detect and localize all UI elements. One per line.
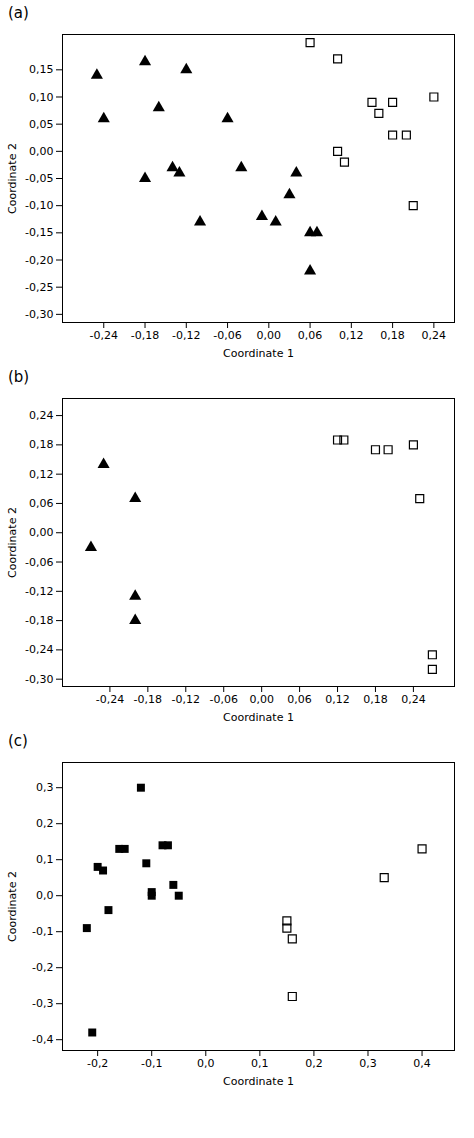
svg-text:0,15: 0,15 <box>29 63 54 76</box>
svg-text:-0,18: -0,18 <box>25 614 53 627</box>
svg-text:0,00: 0,00 <box>29 526 54 539</box>
svg-text:0,24: 0,24 <box>422 329 447 342</box>
svg-text:0,00: 0,00 <box>257 329 282 342</box>
svg-text:-0,1: -0,1 <box>141 1057 162 1070</box>
svg-text:0,24: 0,24 <box>29 409 54 422</box>
svg-text:-0,24: -0,24 <box>96 693 124 706</box>
html-text:(a): (a) <box>8 4 29 22</box>
svg-text:-0,15: -0,15 <box>25 226 53 239</box>
svg-text:Coordinate 2: Coordinate 2 <box>6 507 19 578</box>
svg-text:0,12: 0,12 <box>29 468 54 481</box>
svg-text:0,05: 0,05 <box>29 118 54 131</box>
svg-text:-0,18: -0,18 <box>131 329 159 342</box>
svg-text:-0,2: -0,2 <box>32 961 53 974</box>
svg-text:0,2: 0,2 <box>305 1057 323 1070</box>
svg-text:0,06: 0,06 <box>287 693 312 706</box>
svg-text:-0,12: -0,12 <box>172 693 200 706</box>
svg-text:-0,06: -0,06 <box>213 329 241 342</box>
svg-text:-0,30: -0,30 <box>25 308 53 321</box>
html-text:(c): (c) <box>8 732 28 750</box>
svg-text:-0,18: -0,18 <box>134 693 162 706</box>
svg-text:-0,3: -0,3 <box>32 997 53 1010</box>
svg-text:Coordinate 1: Coordinate 1 <box>223 1075 294 1088</box>
svg-text:0,4: 0,4 <box>413 1057 431 1070</box>
svg-text:-0,20: -0,20 <box>25 254 53 267</box>
svg-text:0,2: 0,2 <box>36 817 54 830</box>
svg-text:0,12: 0,12 <box>325 693 350 706</box>
svg-text:0,1: 0,1 <box>251 1057 269 1070</box>
html-text:(b): (b) <box>8 368 30 386</box>
svg-text:-0,25: -0,25 <box>25 281 53 294</box>
svg-text:-0,10: -0,10 <box>25 199 53 212</box>
svg-text:0,3: 0,3 <box>36 781 54 794</box>
svg-text:Coordinate 2: Coordinate 2 <box>6 871 19 942</box>
svg-text:0,24: 0,24 <box>401 693 426 706</box>
svg-text:-0,12: -0,12 <box>172 329 200 342</box>
svg-text:0,18: 0,18 <box>363 693 388 706</box>
svg-text:-0,24: -0,24 <box>25 643 53 656</box>
svg-text:-0,06: -0,06 <box>25 556 53 569</box>
svg-text:-0,06: -0,06 <box>209 693 237 706</box>
svg-text:0,06: 0,06 <box>29 497 54 510</box>
svg-text:Coordinate 1: Coordinate 1 <box>223 347 294 360</box>
svg-text:Coordinate 1: Coordinate 1 <box>223 711 294 724</box>
svg-text:0,18: 0,18 <box>29 438 54 451</box>
svg-text:-0,05: -0,05 <box>25 172 53 185</box>
svg-text:0,0: 0,0 <box>197 1057 215 1070</box>
svg-text:-0,1: -0,1 <box>32 925 53 938</box>
svg-text:Coordinate 2: Coordinate 2 <box>6 143 19 214</box>
svg-text:0,12: 0,12 <box>339 329 364 342</box>
svg-text:0,1: 0,1 <box>36 853 54 866</box>
svg-text:0,0: 0,0 <box>36 889 54 902</box>
svg-text:-0,12: -0,12 <box>25 585 53 598</box>
svg-text:0,00: 0,00 <box>249 693 274 706</box>
svg-text:-0,2: -0,2 <box>87 1057 108 1070</box>
svg-text:0,00: 0,00 <box>29 145 54 158</box>
svg-text:0,06: 0,06 <box>298 329 323 342</box>
svg-text:0,18: 0,18 <box>380 329 405 342</box>
svg-text:-0,24: -0,24 <box>90 329 118 342</box>
svg-text:-0,4: -0,4 <box>32 1033 53 1046</box>
svg-text:0,3: 0,3 <box>359 1057 377 1070</box>
svg-text:0,10: 0,10 <box>29 91 54 104</box>
svg-text:-0,30: -0,30 <box>25 673 53 686</box>
